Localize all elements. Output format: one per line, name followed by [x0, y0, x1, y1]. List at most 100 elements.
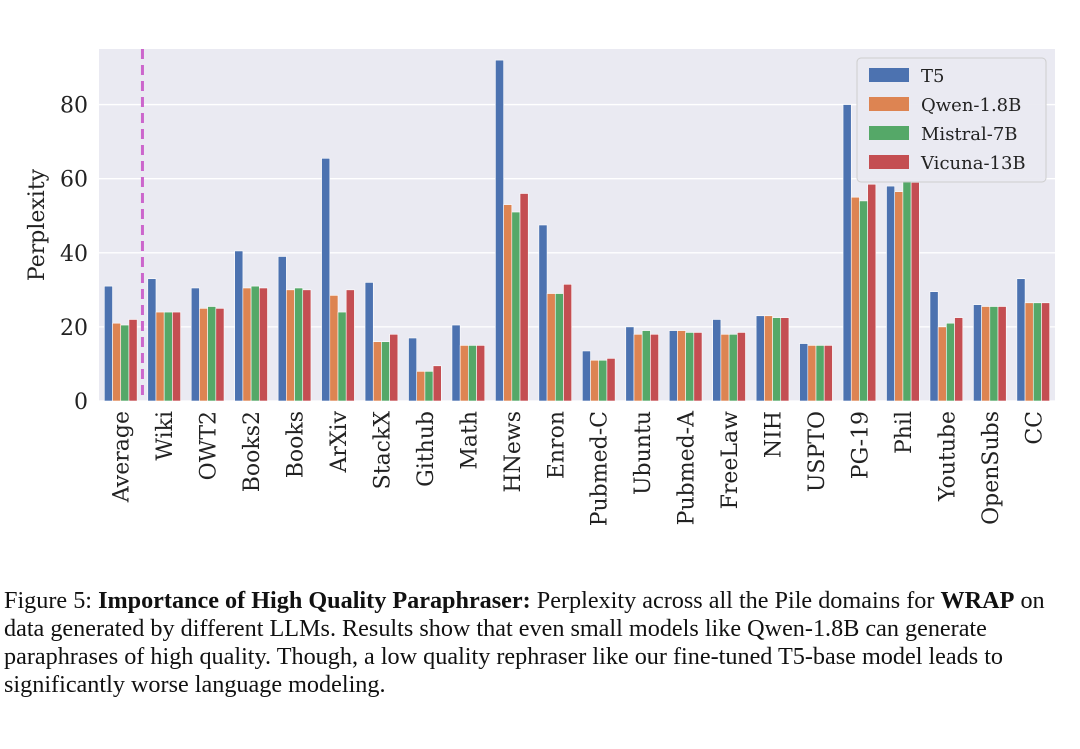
bar-stackx-vicuna-13b	[389, 334, 399, 402]
x-tick-label-youtube: Youtube	[935, 411, 960, 502]
bar-pubmed-c-vicuna-13b	[606, 358, 616, 402]
bar-owt2-mistral-7b	[207, 306, 217, 402]
x-tick-label-pubmed-a: Pubmed-A	[675, 410, 700, 525]
bar-arxiv-qwen-1.8b	[329, 295, 339, 402]
bar-average-t5	[104, 285, 113, 402]
x-tick-label-wiki: Wiki	[153, 411, 178, 461]
bar-wiki-mistral-7b	[163, 311, 173, 402]
bar-pg-19-vicuna-13b	[867, 183, 877, 402]
legend-swatch-mistral-7b	[869, 126, 909, 140]
legend-box	[856, 57, 1047, 183]
bar-owt2-vicuna-13b	[215, 308, 225, 402]
legend: T5 Qwen-1.8B Mistral-7B Vicuna-13B	[856, 57, 1047, 183]
bar-enron-vicuna-13b	[563, 283, 572, 402]
legend-label-vicuna-13b: Vicuna-13B	[920, 153, 1026, 174]
x-tick-label-cc: CC	[1022, 411, 1047, 445]
bar-freelaw-t5	[712, 319, 722, 402]
y-tick-label-60: 60	[60, 168, 88, 193]
x-tick-label-pubmed-c: Pubmed-C	[588, 411, 613, 526]
bar-uspto-qwen-1.8b	[807, 345, 817, 402]
bar-wiki-qwen-1.8b	[155, 311, 165, 402]
bar-cc-t5	[1016, 278, 1026, 402]
bar-hnews-t5	[495, 59, 504, 402]
bar-github-vicuna-13b	[432, 365, 442, 402]
x-tick-label-phil: Phil	[892, 411, 917, 454]
bar-hnews-vicuna-13b	[519, 193, 529, 402]
legend-swatch-qwen-1.8b	[869, 97, 909, 111]
bar-pubmed-c-mistral-7b	[598, 359, 608, 402]
bar-arxiv-vicuna-13b	[345, 289, 355, 402]
bar-github-qwen-1.8b	[416, 371, 426, 402]
x-tick-label-enron: Enron	[544, 411, 569, 479]
bar-pubmed-c-t5	[582, 350, 591, 402]
caption-bold-title: Importance of High Quality Paraphraser:	[98, 587, 531, 614]
x-tick-label-pg-19: PG-19	[848, 411, 873, 479]
bar-arxiv-t5	[321, 158, 331, 402]
x-tick-label-math: Math	[457, 411, 482, 470]
bar-owt2-t5	[190, 287, 200, 402]
bar-average-vicuna-13b	[128, 319, 138, 402]
legend-swatch-vicuna-13b	[869, 155, 909, 169]
bar-github-mistral-7b	[424, 371, 434, 402]
bar-math-qwen-1.8b	[459, 345, 469, 402]
bar-phil-t5	[886, 185, 896, 402]
bar-enron-t5	[538, 224, 548, 402]
bar-average-qwen-1.8b	[112, 322, 122, 402]
bar-pubmed-a-t5	[668, 330, 678, 402]
x-tick-label-freelaw: FreeLaw	[718, 411, 743, 510]
x-tick-label-books: Books	[284, 411, 309, 478]
caption-text-2: on data generated by different LLMs. Res…	[4, 587, 1045, 698]
bar-owt2-qwen-1.8b	[199, 308, 208, 402]
bar-cc-mistral-7b	[1032, 302, 1042, 402]
x-tick-label-arxiv: ArXiv	[327, 410, 352, 473]
y-tick-label-20: 20	[60, 316, 88, 341]
bar-enron-mistral-7b	[554, 293, 564, 402]
bar-average-mistral-7b	[120, 324, 130, 402]
bar-cc-qwen-1.8b	[1024, 302, 1034, 402]
bar-ubuntu-mistral-7b	[641, 330, 651, 402]
bar-nih-vicuna-13b	[780, 317, 790, 402]
bar-books2-mistral-7b	[250, 285, 260, 402]
bar-pg-19-t5	[842, 104, 852, 402]
bar-nih-qwen-1.8b	[764, 315, 773, 402]
y-tick-label-40: 40	[60, 242, 88, 267]
bar-math-mistral-7b	[468, 345, 477, 402]
x-tick-label-uspto: USPTO	[805, 411, 830, 492]
bar-youtube-vicuna-13b	[954, 317, 964, 402]
bar-math-vicuna-13b	[476, 345, 486, 402]
bar-uspto-mistral-7b	[815, 345, 825, 402]
bar-books-qwen-1.8b	[286, 289, 295, 402]
bar-ubuntu-t5	[625, 326, 635, 402]
bar-opensubs-t5	[973, 304, 982, 402]
x-tick-label-books2: Books2	[240, 411, 265, 492]
legend-label-t5: T5	[921, 66, 944, 87]
bar-cc-vicuna-13b	[1041, 302, 1050, 402]
bar-nih-t5	[755, 315, 765, 402]
bar-books2-vicuna-13b	[258, 287, 268, 402]
bar-pubmed-a-qwen-1.8b	[677, 330, 686, 402]
bar-hnews-qwen-1.8b	[503, 204, 513, 402]
y-tick-label-0: 0	[74, 390, 88, 415]
bar-wiki-vicuna-13b	[172, 311, 181, 402]
bar-ubuntu-vicuna-13b	[650, 334, 659, 402]
bar-stackx-mistral-7b	[381, 341, 390, 402]
bar-pg-19-qwen-1.8b	[850, 196, 860, 402]
x-tick-label-github: Github	[414, 411, 439, 487]
bar-freelaw-qwen-1.8b	[720, 334, 730, 402]
legend-swatch-t5	[869, 68, 909, 82]
caption-bold-method: WRAP	[940, 587, 1015, 614]
bar-youtube-t5	[929, 291, 939, 402]
bar-math-t5	[451, 324, 461, 402]
bar-books-t5	[277, 256, 287, 402]
x-tick-label-hnews: HNews	[501, 411, 526, 493]
bar-freelaw-vicuna-13b	[736, 332, 746, 402]
bar-wiki-t5	[147, 278, 157, 402]
legend-label-mistral-7b: Mistral-7B	[921, 124, 1018, 145]
x-tick-label-average: Average	[110, 411, 135, 503]
perplexity-bar-chart: 0 20 40 60 80 Average Wiki OWT2 Books2 Books ArXi…	[25, 49, 1055, 526]
bar-freelaw-mistral-7b	[728, 334, 738, 402]
bar-github-t5	[408, 337, 418, 402]
bar-enron-qwen-1.8b	[546, 293, 556, 402]
x-tick-label-nih: NIH	[762, 411, 787, 458]
y-axis-label: Perplexity	[25, 168, 50, 281]
